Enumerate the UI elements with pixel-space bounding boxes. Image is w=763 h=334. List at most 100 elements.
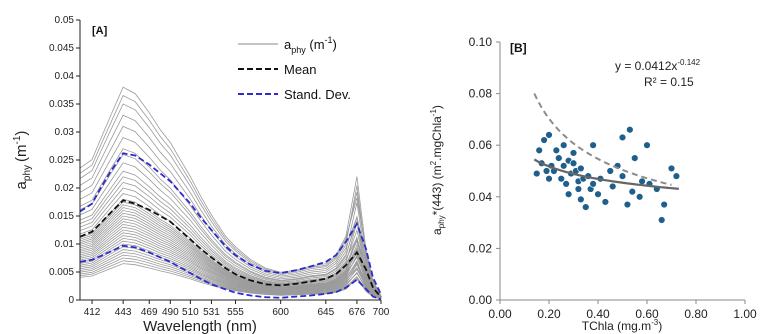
scatter-point: [562, 180, 570, 188]
scatter-point: [540, 136, 548, 144]
panel-a-x-tick-label: 490: [162, 307, 179, 318]
panel-b-x-tick-label: 0.40: [586, 307, 610, 321]
panel-a-x-tick-label: 412: [84, 307, 101, 318]
panel-a-x-tick-label: 443: [115, 307, 132, 318]
panel-a-y-tick-label: 0.05: [55, 15, 75, 26]
sample-spectrum-line: [79, 201, 382, 299]
scatter-point: [569, 149, 578, 157]
panel-a-x-axis-title: Wavelength (nm): [143, 318, 257, 334]
sample-spectrum-line: [79, 221, 382, 299]
sample-spectrum-line: [79, 176, 382, 298]
sample-spectrum-line: [79, 204, 382, 299]
sample-spectrum-line: [79, 114, 382, 297]
scatter-point: [564, 190, 573, 198]
sample-spectrum-line: [79, 223, 382, 299]
scatter-point: [628, 187, 636, 196]
sample-spectrum-line: [79, 212, 382, 299]
scatter-point: [545, 131, 553, 139]
scatter-point: [557, 175, 565, 183]
panel-a-y-tick-label: 0.01: [55, 239, 75, 250]
scatter-point: [638, 177, 646, 186]
panel-a-y-tick-label: 0.045: [49, 43, 74, 54]
legend-label: Stand. Dev.: [284, 87, 351, 102]
sample-spectrum-line: [79, 232, 382, 300]
sample-spectrum-line: [79, 86, 382, 296]
panel-a-series: [79, 86, 382, 301]
panel-a-y-tick-label: 0.035: [49, 99, 74, 110]
panel-a-x-tick-label: 531: [203, 307, 220, 318]
sample-spectrum-line: [79, 257, 382, 300]
panel-a-y-axis-title: aphy(m-1): [12, 131, 33, 190]
scatter-point: [608, 182, 617, 191]
panel-b-y-tick-label: 0.10: [469, 35, 493, 49]
scatter-point: [589, 180, 597, 188]
panel-b-equation: y = 0.0412x-0.142: [615, 58, 701, 73]
sample-spectrum-line: [79, 209, 382, 299]
panel-b-x-axis-title: TChla (mg.m-3): [582, 318, 662, 333]
panel-b-x-tick-label: 0.80: [684, 307, 708, 321]
scatter-point: [559, 141, 568, 149]
scatter-point: [555, 154, 563, 162]
panel-a-label: [A]: [92, 25, 108, 37]
panel-b-label: [B]: [510, 41, 527, 55]
scatter-point: [618, 172, 627, 180]
sample-spectrum-line: [79, 162, 382, 298]
sample-spectrum-line: [79, 218, 382, 299]
scatter-point: [542, 167, 551, 175]
panel-b-x-tick-label: 1.00: [733, 307, 757, 321]
panel-a-x-tick-label: 600: [272, 307, 289, 318]
panel-a-y-tick-label: 0.02: [55, 183, 75, 194]
sample-spectrum-line: [79, 260, 382, 300]
panel-b-x-tick-label: 0.60: [635, 307, 659, 321]
scatter-point: [657, 216, 666, 224]
scatter-point: [626, 126, 634, 134]
sample-spectrum-line: [79, 229, 382, 299]
scatter-point: [552, 146, 561, 155]
panel-a-y-tick-label: 0.005: [49, 267, 74, 278]
panel-b-x-tick-label: 0.20: [537, 307, 561, 321]
sample-spectrum-line: [79, 215, 382, 299]
scatter-point: [623, 200, 632, 209]
scatter-point: [606, 167, 614, 175]
panel-b-y-ticks: 0.00 0.02 0.04 0.06 0.08 0.10: [469, 35, 500, 307]
panel-b-x-tick-label: 0.00: [488, 307, 512, 321]
scatter-point: [535, 146, 543, 155]
legend-label: aphy (m-1): [284, 35, 337, 55]
sample-spectrum-line: [79, 240, 382, 300]
panel-b: 0.00 0.02 0.04 0.06 0.08 0.10 0.00 0.20 0.40 0.6…: [429, 35, 757, 333]
mean-line: [79, 199, 382, 298]
sample-spectrum-line: [79, 207, 382, 299]
panel-b-r-squared: R² = 0.15: [644, 75, 694, 89]
sample-spectrum-line: [79, 95, 382, 297]
panel-a-x-ticks: 412 443 469 490 510 531 555 600 645 676 700: [84, 300, 390, 318]
sample-spectrum-line: [79, 125, 382, 297]
sample-spectrum-line: [79, 137, 382, 298]
panel-a-y-ticks: 0 0.005 0.01 0.015 0.02 0.025 0.03 0.035 0.04 0.0…: [49, 15, 80, 306]
sd-lower-line: [79, 244, 382, 301]
scatter-point: [574, 185, 583, 193]
scatter-point: [577, 164, 585, 173]
panel-a-legend: aphy (m-1) Mean Stand. Dev.: [238, 35, 351, 102]
sample-spectrum-line: [79, 246, 382, 300]
legend-label: Mean: [284, 62, 317, 77]
sample-spectrum-line: [79, 187, 382, 299]
panel-a: 0 0.005 0.01 0.015 0.02 0.025 0.03 0.035 0.04 0.0…: [12, 15, 390, 334]
reference-curve: [533, 93, 672, 186]
panel-b-y-tick-label: 0.02: [469, 241, 493, 255]
scatter-point: [594, 190, 602, 198]
panel-a-y-tick-label: 0.015: [49, 211, 74, 222]
panel-a-y-tick-label: 0.025: [49, 155, 74, 166]
sample-spectrum-line: [79, 198, 382, 299]
scatter-point: [569, 159, 578, 167]
panel-a-x-tick-label: 700: [373, 307, 390, 318]
panel-a-x-tick-label: 676: [349, 307, 366, 318]
sample-spectrum-line: [79, 181, 382, 298]
sample-spectrum-line: [79, 237, 382, 300]
sample-spectrum-line: [79, 226, 382, 299]
scatter-point: [601, 198, 610, 206]
panel-a-x-tick-label: 555: [227, 307, 244, 318]
scatter-point: [667, 164, 676, 173]
scatter-point: [559, 162, 568, 170]
panel-b-series: [533, 93, 681, 224]
